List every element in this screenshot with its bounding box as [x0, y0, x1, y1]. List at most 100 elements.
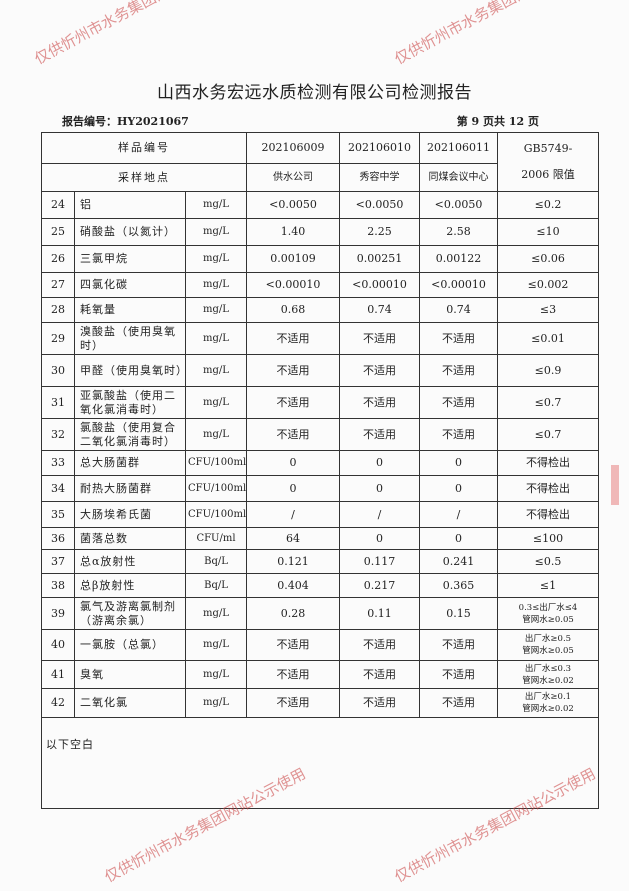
result-value: 0.00251: [339, 245, 420, 273]
result-value: 1.40: [246, 218, 340, 246]
limit-value: 出厂水≥0.1 管网水≥0.02: [497, 688, 599, 718]
limit-value: ≤0.01: [497, 322, 599, 355]
item-unit: mg/L: [185, 297, 247, 323]
item-number: 28: [41, 297, 75, 323]
item-name: 亚氯酸盐（使用二氧化氯消毒时）: [74, 386, 186, 419]
result-value: 不适用: [339, 386, 420, 419]
item-number: 30: [41, 354, 75, 387]
table-row: 38 总β放射性 Bq/L 0.404 0.217 0.365 ≤1: [41, 573, 599, 598]
limit-value: ≤3: [497, 297, 599, 323]
item-name: 总β放射性: [74, 573, 186, 598]
table-row: 28 耗氧量 mg/L 0.68 0.74 0.74 ≤3: [41, 297, 599, 323]
item-number: 40: [41, 629, 75, 661]
result-value: 不适用: [419, 688, 498, 718]
item-unit: mg/L: [185, 245, 247, 273]
table-row: 27 四氯化碳 mg/L <0.00010 <0.00010 <0.00010 ≤0.002: [41, 272, 599, 298]
item-name: 一氯胺（总氯）: [74, 629, 186, 661]
table-row: 25 硝酸盐（以氮计） mg/L 1.40 2.25 2.58 ≤10: [41, 218, 599, 246]
result-value: <0.0050: [339, 191, 420, 219]
item-number: 34: [41, 475, 75, 502]
table-row: 40 一氯胺（总氯） mg/L 不适用 不适用 不适用 出厂水≥0.5 管网水≥0.05: [41, 629, 599, 661]
item-name: 总大肠菌群: [74, 450, 186, 476]
item-unit: mg/L: [185, 660, 247, 689]
result-value: <0.00010: [419, 272, 498, 298]
sample-no-label: 样品编号: [41, 132, 247, 164]
table-row: 39 氯气及游离氯制剂（游离余氯） mg/L 0.28 0.11 0.15 0.3≤出厂水≤…: [41, 597, 599, 630]
limit-line: 管网水≥0.05: [522, 614, 574, 625]
table-row: 26 三氯甲烷 mg/L 0.00109 0.00251 0.00122 ≤0.06: [41, 245, 599, 273]
result-value: 不适用: [246, 386, 340, 419]
result-value: 不适用: [246, 322, 340, 355]
result-value: <0.00010: [246, 272, 340, 298]
limit-value: 不得检出: [497, 450, 599, 476]
result-value: 0.217: [339, 573, 420, 598]
table-row: 30 甲醛（使用臭氧时） mg/L 不适用 不适用 不适用 ≤0.9: [41, 354, 599, 387]
item-name: 菌落总数: [74, 527, 186, 550]
results-table: 样品编号 202106009 202106010 202106011 GB574…: [41, 132, 599, 809]
item-unit: mg/L: [185, 354, 247, 387]
item-name: 甲醛（使用臭氧时）: [74, 354, 186, 387]
item-name: 氯酸盐（使用复合二氧化氯消毒时）: [74, 418, 186, 451]
item-name: 铝: [74, 191, 186, 219]
report-title: 山西水务宏远水质检测有限公司检测报告: [157, 83, 472, 103]
limit-value: 不得检出: [497, 475, 599, 502]
result-value: <0.00010: [339, 272, 420, 298]
limit-value: ≤0.5: [497, 549, 599, 574]
limit-line: 管网水≥0.05: [522, 646, 574, 656]
item-number: 26: [41, 245, 75, 273]
limit-header-line2: 2006 限值: [521, 168, 575, 181]
table-row: 34 耐热大肠菌群 CFU/100ml 0 0 0 不得检出: [41, 475, 599, 502]
item-unit: mg/L: [185, 386, 247, 419]
limit-header: GB5749- 2006 限值: [497, 132, 599, 192]
item-name: 四氯化碳: [74, 272, 186, 298]
result-value: 不适用: [419, 629, 498, 661]
result-value: 0.28: [246, 597, 340, 630]
limit-value: ≤10: [497, 218, 599, 246]
item-name: 大肠埃希氏菌: [74, 501, 186, 528]
result-value: 0.00122: [419, 245, 498, 273]
item-number: 37: [41, 549, 75, 574]
sample-location: 同煤会议中心: [419, 163, 498, 192]
limit-line: 管网水≥0.02: [522, 675, 574, 686]
result-value: 2.25: [339, 218, 420, 246]
table-row: 31 亚氯酸盐（使用二氧化氯消毒时） mg/L 不适用 不适用 不适用 ≤0.7: [41, 386, 599, 419]
limit-value: ≤100: [497, 527, 599, 550]
blank-note: 以下空白: [41, 717, 599, 809]
result-value: 0.241: [419, 549, 498, 574]
table-row: 33 总大肠菌群 CFU/100ml 0 0 0 不得检出: [41, 450, 599, 476]
item-number: 31: [41, 386, 75, 419]
result-value: 不适用: [339, 660, 420, 689]
item-name: 臭氧: [74, 660, 186, 689]
result-value: 64: [246, 527, 340, 550]
item-unit: mg/L: [185, 418, 247, 451]
result-value: 不适用: [246, 688, 340, 718]
result-value: 0.117: [339, 549, 420, 574]
result-value: 不适用: [419, 322, 498, 355]
watermark: 仅供忻州市水务集团网站公示使用: [391, 0, 599, 68]
result-value: 不适用: [339, 418, 420, 451]
result-value: 2.58: [419, 218, 498, 246]
page-indicator: 第 9 页共 12 页: [456, 115, 539, 128]
item-unit: mg/L: [185, 688, 247, 718]
result-value: 0.00109: [246, 245, 340, 273]
item-number: 39: [41, 597, 75, 630]
result-value: 不适用: [419, 418, 498, 451]
result-value: 0.365: [419, 573, 498, 598]
location-label: 采样地点: [41, 163, 247, 192]
table-row: 35 大肠埃希氏菌 CFU/100ml / / / 不得检出: [41, 501, 599, 528]
result-value: 0: [246, 450, 340, 476]
item-number: 42: [41, 688, 75, 718]
limit-value: ≤0.7: [497, 418, 599, 451]
item-unit: CFU/100ml: [185, 501, 247, 528]
result-value: 0: [339, 475, 420, 502]
result-value: 0: [246, 475, 340, 502]
item-number: 33: [41, 450, 75, 476]
limit-line: 出厂水≤0.3: [524, 663, 572, 674]
result-value: 0.15: [419, 597, 498, 630]
watermark: 仅供忻州市水务集团网站公示使用: [31, 0, 239, 68]
result-value: 不适用: [419, 354, 498, 387]
item-name: 氯气及游离氯制剂（游离余氯）: [74, 597, 186, 630]
limit-value: 出厂水≥0.5 管网水≥0.05: [497, 629, 599, 661]
result-value: 不适用: [246, 660, 340, 689]
limit-value: ≤0.2: [497, 191, 599, 219]
